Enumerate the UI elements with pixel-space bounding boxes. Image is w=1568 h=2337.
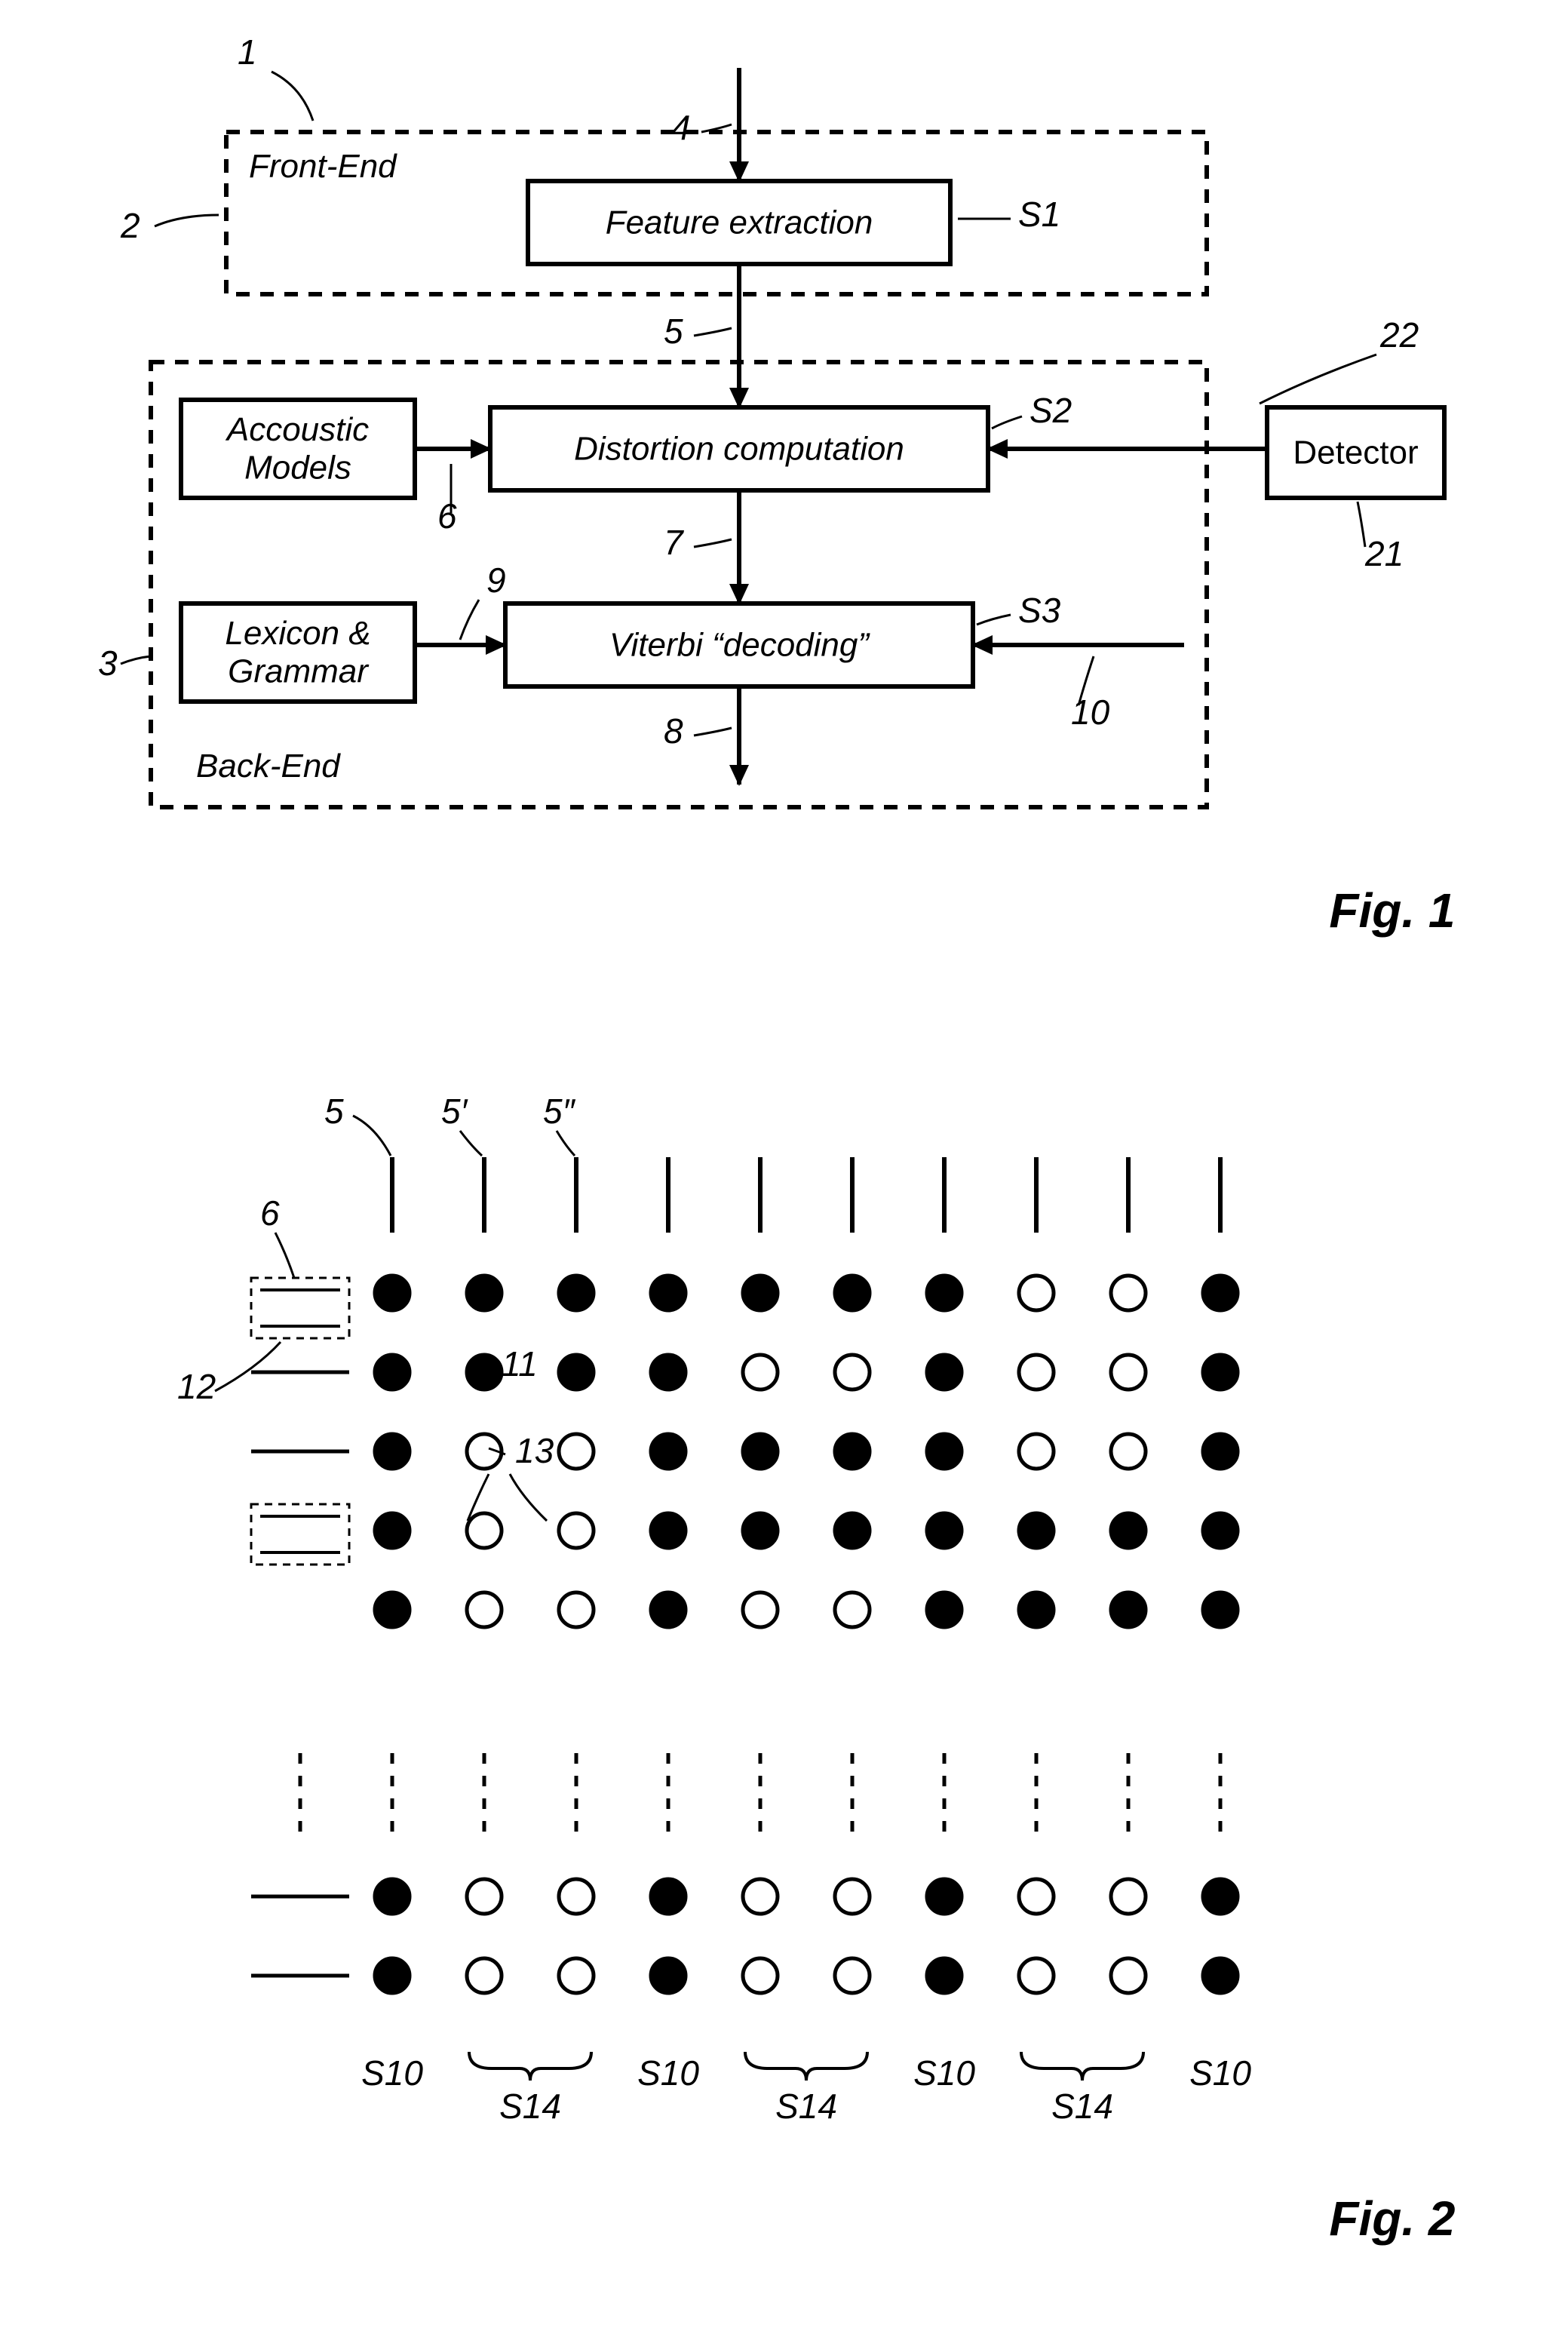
fig1-diagram: Front-End Back-End Feature extraction Disto…: [68, 30, 1501, 860]
figure-2: S10 S14 S10 S14 S10 S14 S10 5 5′ 5″ 6 12 11 13 Fig. 2: [68, 999, 1501, 2246]
svg-text:22: 22: [1379, 315, 1419, 355]
svg-text:S1: S1: [1018, 195, 1060, 234]
svg-text:S10: S10: [913, 2053, 975, 2093]
svg-text:9: 9: [486, 560, 506, 600]
svg-text:AccousticModels: AccousticModels: [224, 411, 368, 487]
svg-text:10: 10: [1071, 693, 1110, 732]
svg-text:Distortion computation: Distortion computation: [574, 430, 904, 467]
svg-text:4: 4: [671, 108, 691, 147]
fig1-caption: Fig. 1: [68, 883, 1456, 938]
svg-text:S14: S14: [1051, 2087, 1113, 2126]
svg-text:2: 2: [120, 206, 140, 245]
figure-1: Front-End Back-End Feature extraction Disto…: [68, 30, 1501, 938]
svg-text:8: 8: [664, 711, 683, 751]
fig2-caption: Fig. 2: [68, 2191, 1456, 2246]
svg-text:6: 6: [437, 496, 457, 536]
svg-text:S10: S10: [637, 2053, 699, 2093]
svg-text:7: 7: [664, 523, 684, 562]
svg-text:3: 3: [98, 643, 118, 683]
svg-text:21: 21: [1364, 534, 1404, 573]
svg-text:Viterbi “decoding”: Viterbi “decoding”: [609, 626, 870, 663]
svg-text:Back-End: Back-End: [196, 748, 341, 785]
svg-text:13: 13: [515, 1431, 554, 1470]
svg-text:6: 6: [260, 1193, 280, 1233]
svg-text:5: 5: [324, 1092, 344, 1131]
svg-text:12: 12: [177, 1367, 216, 1406]
fig2-diagram: S10 S14 S10 S14 S10 S14 S10 5 5′ 5″ 6 12 11 13: [68, 999, 1501, 2168]
svg-text:5″: 5″: [543, 1092, 576, 1131]
svg-text:5: 5: [664, 312, 683, 351]
svg-text:Front-End: Front-End: [249, 148, 397, 185]
svg-text:1: 1: [238, 32, 257, 72]
svg-text:S2: S2: [1029, 391, 1072, 430]
svg-text:S14: S14: [775, 2087, 837, 2126]
svg-text:Detector: Detector: [1293, 434, 1418, 471]
svg-text:S10: S10: [1189, 2053, 1251, 2093]
svg-text:Lexicon &Grammar: Lexicon &Grammar: [225, 615, 370, 690]
svg-text:Feature extraction: Feature extraction: [605, 204, 873, 241]
svg-text:S10: S10: [361, 2053, 423, 2093]
svg-text:11: 11: [502, 1344, 538, 1383]
svg-text:5′: 5′: [441, 1092, 468, 1131]
svg-text:S3: S3: [1018, 591, 1061, 630]
svg-text:S14: S14: [499, 2087, 561, 2126]
